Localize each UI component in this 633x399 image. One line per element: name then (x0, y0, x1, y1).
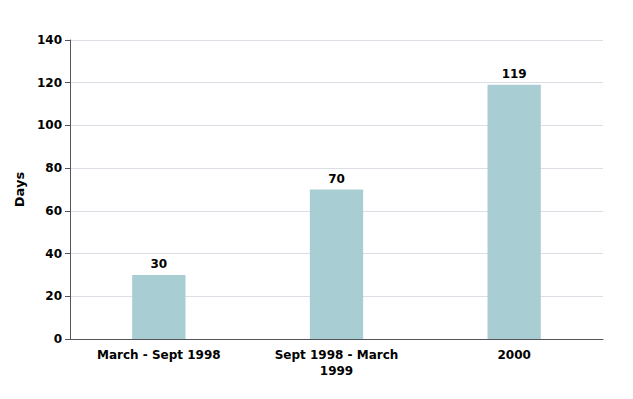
svg-text:March - Sept 1998: March - Sept 1998 (97, 348, 221, 362)
svg-text:2000: 2000 (497, 348, 530, 362)
svg-text:30: 30 (150, 257, 167, 271)
svg-text:1999: 1999 (320, 364, 353, 378)
svg-text:70: 70 (328, 172, 345, 186)
svg-text:140: 140 (37, 33, 62, 47)
svg-text:120: 120 (37, 76, 62, 90)
svg-text:Days: Days (12, 172, 27, 208)
svg-text:20: 20 (45, 289, 62, 303)
svg-text:40: 40 (45, 247, 62, 261)
svg-text:119: 119 (502, 67, 527, 81)
svg-text:80: 80 (45, 161, 62, 175)
svg-text:0: 0 (54, 332, 62, 346)
svg-text:100: 100 (37, 118, 62, 132)
svg-text:Sept 1998 - March: Sept 1998 - March (275, 348, 399, 362)
svg-text:60: 60 (45, 204, 62, 218)
